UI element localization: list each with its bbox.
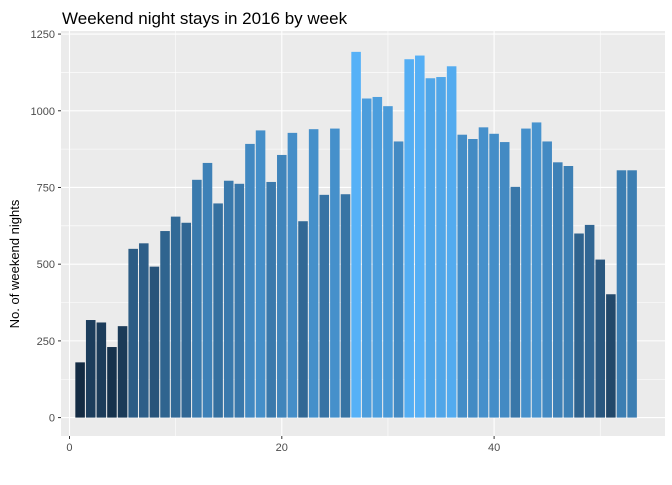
bar-week-24 (319, 194, 330, 418)
bar-week-26 (340, 194, 351, 418)
bar-week-12 (192, 179, 202, 418)
y-axis-ticks: 0 250 500 750 1000 1250 (31, 29, 61, 425)
bar-week-31 (393, 141, 404, 418)
bar-week-46 (553, 162, 563, 418)
bar-week-27 (351, 51, 361, 418)
bar-week-32 (404, 59, 414, 418)
bar-week-53 (627, 170, 637, 418)
x-tick-label: 20 (276, 442, 288, 454)
chart-title: Weekend night stays in 2016 by week (62, 9, 348, 28)
bar-week-13 (202, 162, 213, 418)
bar-week-37 (457, 134, 468, 418)
bar-week-20 (277, 154, 287, 418)
bar-week-16 (234, 183, 245, 418)
bar-week-1 (75, 362, 85, 418)
bar-week-38 (468, 139, 478, 418)
bar-week-19 (266, 181, 276, 418)
bar-week-14 (213, 203, 223, 418)
x-tick-label: 0 (66, 442, 72, 454)
bar-week-35 (436, 77, 446, 418)
bar-week-49 (584, 224, 595, 418)
bar-week-25 (330, 128, 340, 418)
bar-week-39 (478, 127, 489, 418)
bar-week-36 (446, 66, 457, 418)
bar-week-3 (96, 322, 107, 418)
bar-week-47 (563, 166, 574, 418)
bar-week-52 (616, 170, 627, 418)
bar-week-17 (245, 143, 255, 418)
y-tick-label: 750 (37, 182, 55, 194)
bar-week-41 (499, 142, 510, 418)
bar-week-43 (521, 128, 531, 418)
bar-week-33 (415, 55, 425, 418)
bar-week-18 (255, 130, 266, 418)
bar-week-42 (510, 186, 521, 418)
bar-week-15 (223, 180, 234, 418)
y-tick-label: 500 (37, 259, 55, 271)
bar-week-22 (298, 221, 308, 418)
bar-week-29 (372, 96, 383, 418)
bar-week-10 (170, 216, 181, 418)
y-tick-label: 1250 (31, 29, 55, 41)
y-axis-label: No. of weekend nights (7, 199, 22, 328)
bar-week-7 (139, 243, 149, 418)
bar-week-34 (425, 78, 436, 418)
bar-week-11 (181, 222, 192, 418)
x-tick-label: 40 (488, 442, 500, 454)
bar-week-4 (107, 347, 117, 418)
bar-week-2 (85, 320, 96, 418)
bar-week-45 (542, 141, 552, 418)
bar-week-40 (489, 133, 499, 418)
bar-week-51 (606, 294, 616, 418)
bar-week-28 (361, 98, 372, 418)
bar-week-21 (287, 132, 298, 418)
bar-week-6 (128, 248, 138, 418)
bar-week-9 (160, 231, 170, 418)
bar-week-30 (383, 106, 393, 418)
bars (75, 51, 637, 418)
y-tick-label: 0 (49, 413, 55, 425)
x-axis-ticks: 0 20 40 (66, 436, 500, 454)
y-tick-label: 250 (37, 336, 55, 348)
bar-week-5 (117, 326, 128, 418)
bar-week-23 (308, 129, 319, 418)
y-tick-label: 1000 (31, 106, 55, 118)
bar-week-48 (574, 233, 584, 418)
bar-week-8 (149, 266, 160, 418)
bar-week-44 (531, 122, 542, 418)
bar-week-50 (595, 259, 606, 418)
